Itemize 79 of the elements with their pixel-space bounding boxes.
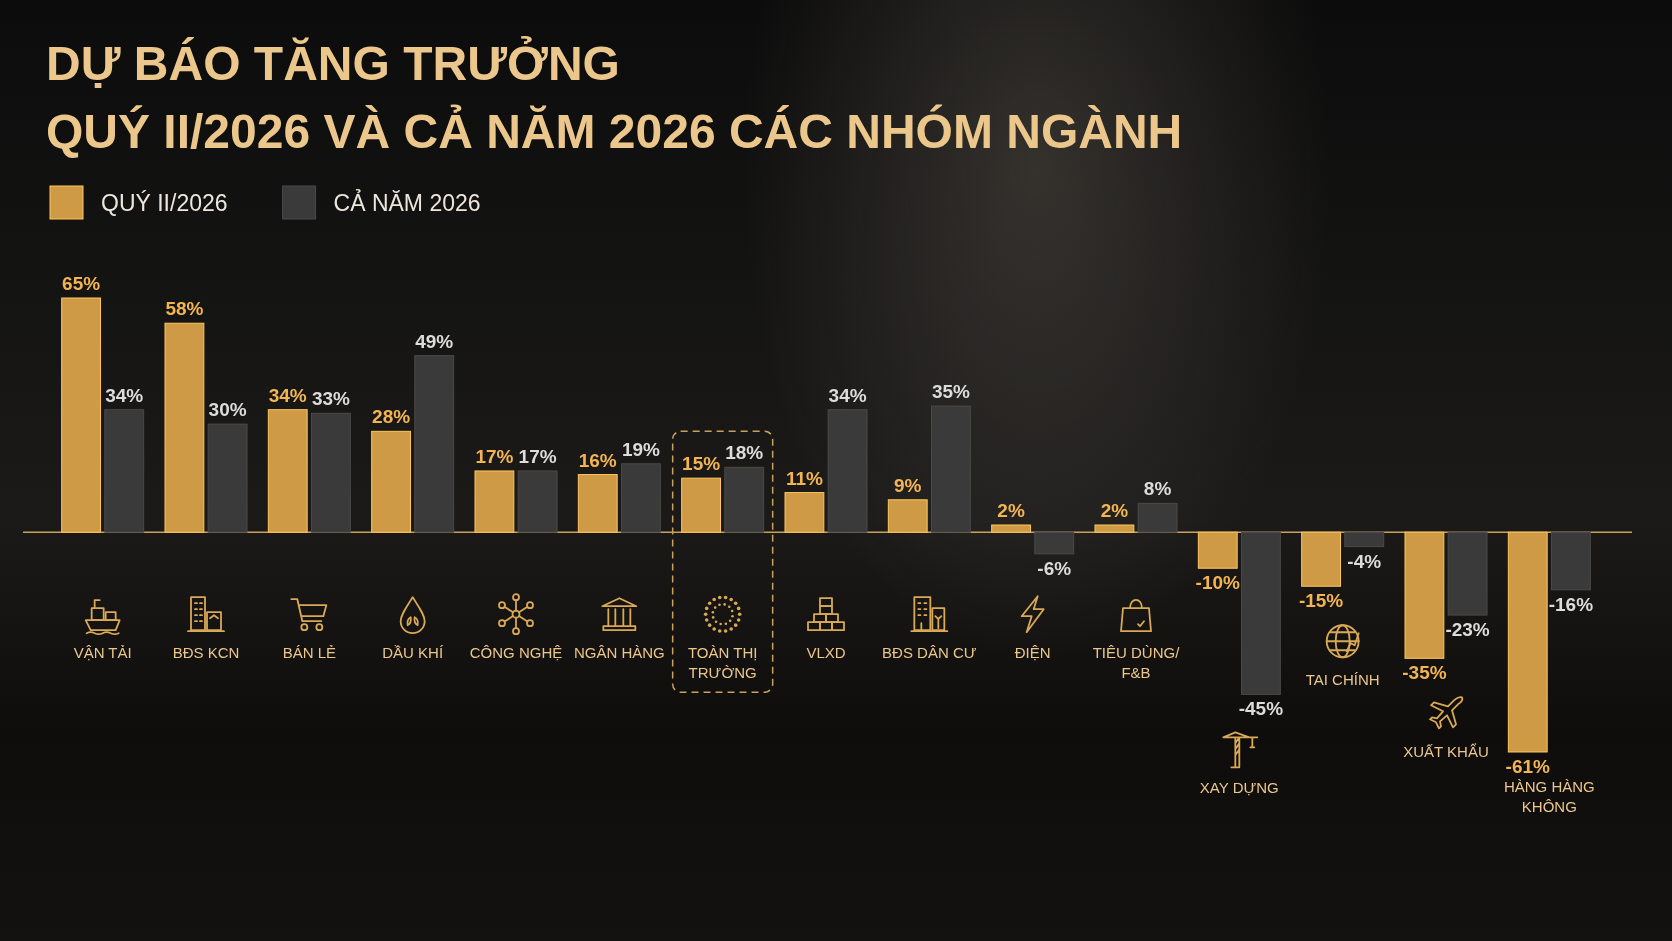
data-label: 16%: [578, 449, 617, 471]
bar: [930, 405, 971, 533]
chart-title: DỰ BÁO TĂNG TRƯỞNG: [46, 36, 620, 90]
data-label: -35%: [1402, 662, 1447, 684]
x-tick-label: CÔNG NGHỆ: [469, 644, 563, 662]
bar: [724, 466, 765, 533]
data-label: 65%: [62, 273, 101, 294]
bar: [1447, 531, 1488, 616]
bar: [371, 430, 412, 533]
data-label: 9%: [894, 474, 922, 496]
data-label: 35%: [931, 381, 971, 403]
x-tick-label: XUẤT KHẨU: [1403, 743, 1489, 761]
data-label: 2%: [1100, 500, 1129, 521]
data-label: 58%: [165, 298, 204, 320]
x-tick-label: HÀNG HÀNG KHÔNG: [1503, 778, 1595, 815]
bar: [207, 423, 248, 533]
bar: [784, 492, 825, 533]
x-tick-label: DẦU KHÍ: [382, 644, 444, 662]
data-label: -4%: [1347, 550, 1382, 572]
bar: [1197, 531, 1238, 569]
bar: [1137, 502, 1178, 533]
bar: [61, 297, 102, 533]
data-label: 34%: [268, 384, 307, 406]
data-label: 8%: [1143, 478, 1172, 500]
bar: [887, 499, 928, 533]
data-label: -61%: [1505, 756, 1551, 777]
x-tick-label: VẬN TẢI: [73, 644, 132, 662]
x-tick-label: BÁN LẺ: [282, 644, 337, 662]
bar: [1550, 531, 1591, 591]
bar: [1094, 524, 1135, 533]
data-label: -10%: [1195, 572, 1241, 594]
data-label: 19%: [621, 438, 661, 460]
data-label: 49%: [415, 330, 454, 352]
data-label: -15%: [1298, 590, 1344, 612]
x-tick-label: TOÀN THỊ TRƯỜNG: [687, 644, 758, 682]
data-label: 18%: [725, 442, 764, 464]
x-tick-label: XAY DỰNG: [1199, 779, 1279, 797]
bar: [620, 463, 661, 533]
data-label: 11%: [785, 467, 824, 489]
bar: [577, 474, 618, 533]
bar: [474, 470, 515, 533]
data-label: 17%: [475, 445, 514, 467]
x-tick-label: BĐS KCN: [172, 644, 240, 662]
x-tick-label: TIÊU DÙNG/ F&B: [1092, 644, 1181, 682]
data-label: 2%: [997, 500, 1025, 521]
bar: [1240, 531, 1281, 695]
x-tick-label: TAI CHÍNH: [1305, 671, 1380, 689]
bar: [681, 477, 722, 533]
data-label: 28%: [372, 406, 411, 428]
legend-label: QUÝ II/2026: [101, 190, 228, 216]
x-tick-label: BĐS DÂN CƯ: [882, 644, 977, 662]
data-label: 34%: [105, 384, 144, 406]
bar: [310, 412, 351, 533]
data-label: -6%: [1037, 557, 1072, 579]
bar: [517, 470, 558, 533]
x-tick-label: NGÂN HÀNG: [573, 644, 665, 662]
bar: [1344, 531, 1385, 548]
bar: [1301, 531, 1342, 587]
x-tick-label: ĐIỆN: [1014, 644, 1051, 662]
data-label: 30%: [208, 399, 247, 421]
bar: [1507, 531, 1548, 753]
legend-label: CẢ NĂM 2026: [333, 188, 481, 216]
bar: [267, 409, 308, 533]
bar: [1404, 531, 1445, 659]
data-label: -23%: [1445, 619, 1490, 641]
bar: [1034, 531, 1075, 555]
data-label: 15%: [682, 453, 721, 475]
bar: [827, 409, 868, 533]
bar: [104, 409, 145, 533]
data-label: 17%: [518, 445, 557, 467]
x-tick-label: VLXD: [806, 644, 846, 662]
data-label: 33%: [311, 388, 351, 410]
chart-subtitle: QUÝ II/2026 VÀ CẢ NĂM 2026 CÁC NHÓM NGÀNH: [46, 104, 1183, 158]
bar: [164, 322, 205, 533]
data-label: -45%: [1238, 698, 1284, 720]
bar: [414, 355, 455, 533]
bar: [991, 524, 1032, 533]
data-label: 34%: [828, 384, 867, 406]
data-label: -16%: [1548, 593, 1594, 615]
